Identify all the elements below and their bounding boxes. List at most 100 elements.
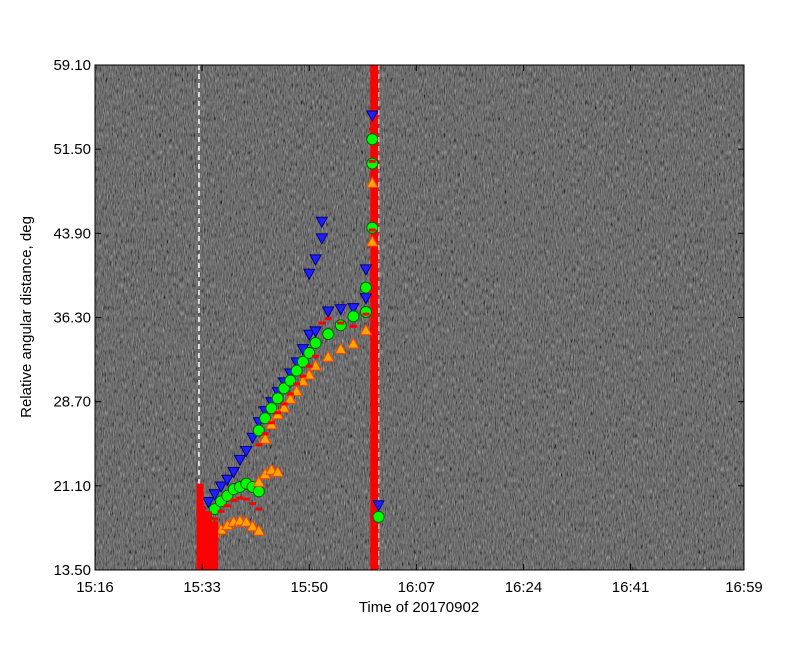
circle-point [322, 328, 335, 341]
x-tick-label: 15:16 [76, 579, 114, 596]
down-triangle-point [334, 304, 348, 316]
y-axis-label: Relative angular distance, deg [18, 216, 35, 418]
x-tick-label: 16:59 [725, 579, 763, 596]
circle-point [366, 157, 379, 170]
red-dash-point [299, 374, 307, 378]
circle-point [359, 305, 372, 318]
red-dash-point [230, 498, 238, 502]
markers-layer [198, 65, 380, 570]
y-tick-label: 21.10 [53, 478, 91, 495]
red-dash-point [255, 507, 263, 511]
red-dash-point [255, 443, 263, 447]
red-dash-point [305, 364, 313, 368]
red-dash-point [293, 382, 301, 386]
circle-point [252, 424, 265, 437]
red-dash-point [286, 392, 294, 396]
y-tick-label: 43.90 [53, 225, 91, 242]
up-triangle-point [239, 515, 253, 527]
red-dash-point [368, 127, 376, 131]
red-dash-point [280, 402, 288, 406]
up-triangle-point [365, 235, 379, 247]
up-triangle-point [359, 323, 373, 336]
x-tick-label: 15:50 [290, 579, 328, 596]
red-bar [211, 521, 219, 570]
down-triangle-point [315, 233, 329, 245]
red-dash-point [349, 324, 357, 328]
noise-image [95, 65, 744, 570]
down-triangle-point [359, 293, 373, 305]
circle-point [372, 510, 385, 523]
red-dash-point [368, 290, 376, 294]
up-triangle-point [283, 392, 297, 404]
ticks-layer: 15:16 15:33 15:50 16:07 16:24 16:41 16:59 13.50… [53, 57, 762, 596]
down-triangle-point [227, 467, 240, 479]
up-triangle-point [258, 432, 272, 444]
circle-point [252, 485, 265, 498]
up-triangle-point [252, 524, 266, 536]
down-triangle-point [359, 264, 373, 276]
up-triangle-point [290, 384, 303, 397]
y-tick-label: 51.50 [53, 141, 91, 158]
red-dash-point [261, 432, 269, 436]
up-triangle-point [321, 350, 335, 362]
red-dash-point [236, 496, 244, 500]
down-triangle-point [365, 110, 379, 122]
x-axis-label: Time of 20170902 [359, 599, 479, 616]
circle-point [309, 336, 322, 349]
down-triangle-point [346, 303, 360, 315]
red-dash-point [368, 228, 376, 232]
down-triangle-point [302, 329, 316, 342]
down-triangle-point [214, 481, 228, 493]
y-tick-label: 59.10 [53, 57, 91, 74]
red-dash-point [337, 321, 345, 325]
x-tick-label: 16:24 [505, 579, 543, 596]
down-triangle-point [321, 306, 335, 319]
x-tick-label: 15:33 [183, 579, 221, 596]
red-dash-point [368, 159, 376, 163]
circle-point [366, 133, 379, 146]
up-triangle-point [309, 359, 322, 371]
x-tick-label: 16:07 [398, 579, 436, 596]
circle-point [290, 364, 303, 377]
circle-point [296, 355, 309, 368]
circle-point [303, 346, 316, 359]
red-dash-point [217, 509, 225, 513]
y-tick-label: 36.30 [53, 310, 91, 327]
circle-point [208, 503, 221, 516]
down-triangle-point [220, 474, 234, 487]
up-triangle-point [302, 367, 316, 380]
circle-point [278, 382, 291, 395]
x-tick-label: 16:41 [612, 579, 650, 596]
red-dash-point [267, 421, 275, 425]
up-triangle-point [277, 401, 291, 413]
red-dash-point [223, 504, 231, 508]
circle-point [347, 310, 360, 323]
red-dash-point [274, 411, 282, 415]
circle-point [259, 412, 272, 425]
down-triangle-point [309, 254, 322, 266]
down-triangle-point [309, 326, 322, 338]
up-triangle-point [271, 465, 285, 477]
down-triangle-point [315, 216, 329, 229]
up-triangle-point [265, 463, 278, 475]
data-layer [196, 110, 385, 570]
down-triangle-point [208, 489, 222, 501]
circle-point [265, 402, 278, 415]
circle-point [359, 281, 372, 294]
red-time-band [370, 65, 379, 570]
down-triangle-point [239, 446, 253, 458]
down-triangle-point [233, 454, 247, 467]
red-dash-point [324, 317, 332, 321]
red-dash-point [249, 502, 257, 506]
up-triangle-point [334, 342, 348, 355]
y-tick-label: 28.70 [53, 394, 91, 411]
red-dash-point [312, 354, 320, 358]
down-triangle-point [372, 500, 385, 512]
circle-point [271, 392, 284, 405]
red-dash-point [211, 517, 219, 521]
down-triangle-point [246, 432, 259, 445]
circle-point [366, 221, 379, 234]
up-triangle-point [365, 176, 379, 188]
up-triangle-point [296, 374, 310, 387]
red-dash-point [242, 497, 250, 501]
